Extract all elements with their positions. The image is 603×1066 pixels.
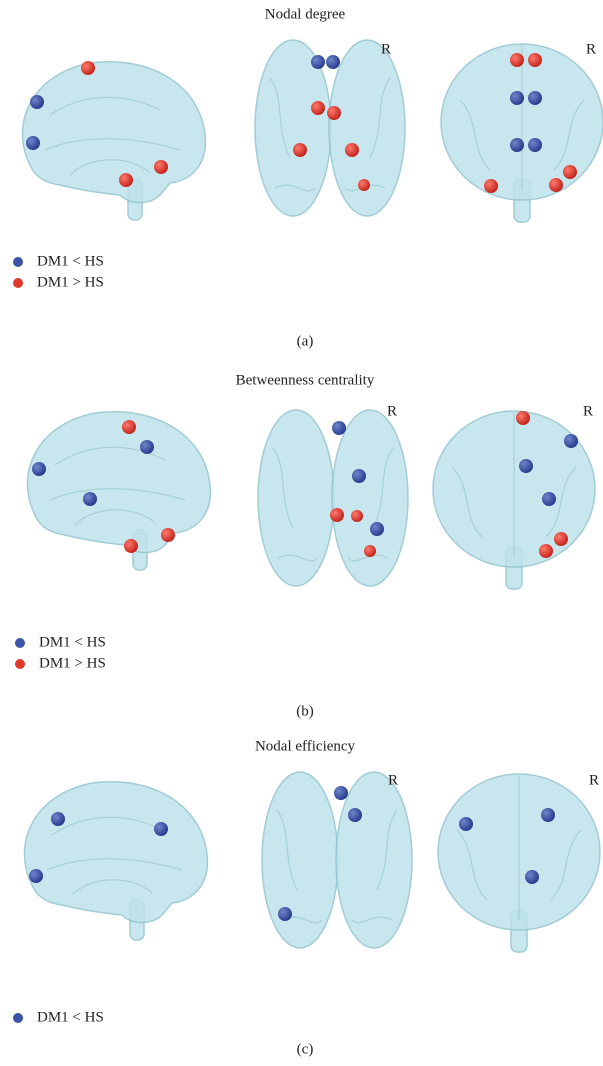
brain-axial (258, 410, 408, 586)
legend-label: DM1 < HS (39, 634, 106, 650)
legend-dot (13, 257, 23, 267)
legend-dot (13, 1013, 23, 1023)
legend-label: DM1 < HS (37, 253, 104, 269)
caption: (b) (296, 703, 314, 719)
legend-dot (13, 278, 23, 288)
brain-sagittal (28, 412, 211, 570)
panel-title: Betweenness centrality (236, 372, 375, 388)
r-label: R (586, 41, 596, 57)
caption: (a) (297, 333, 314, 349)
panel-c: Nodal efficiency R R DM1 < HS (c) (13, 738, 600, 1057)
r-label: R (388, 772, 398, 788)
r-label: R (381, 41, 391, 57)
panel-title: Nodal efficiency (255, 738, 356, 754)
brain-coronal (438, 774, 600, 952)
legend-label: DM1 > HS (39, 655, 106, 671)
caption: (c) (297, 1041, 314, 1057)
r-label: R (583, 403, 593, 419)
legend-dot (15, 659, 25, 669)
figure: Nodal degree R R DM1 < HS DM1 > HS (a) B… (0, 0, 603, 1066)
brain-sagittal (23, 62, 206, 220)
legend-label: DM1 > HS (37, 274, 104, 290)
legend-dot (15, 638, 25, 648)
panel-a: Nodal degree R R DM1 < HS DM1 > HS (a) (13, 6, 603, 349)
legend-label: DM1 < HS (37, 1009, 104, 1025)
brain-coronal (441, 44, 603, 222)
brain-sagittal (25, 782, 208, 940)
r-label: R (589, 772, 599, 788)
panel-b: Betweenness centrality R R DM1 < HS DM1 … (15, 372, 595, 719)
panel-title: Nodal degree (265, 6, 346, 22)
r-label: R (387, 403, 397, 419)
